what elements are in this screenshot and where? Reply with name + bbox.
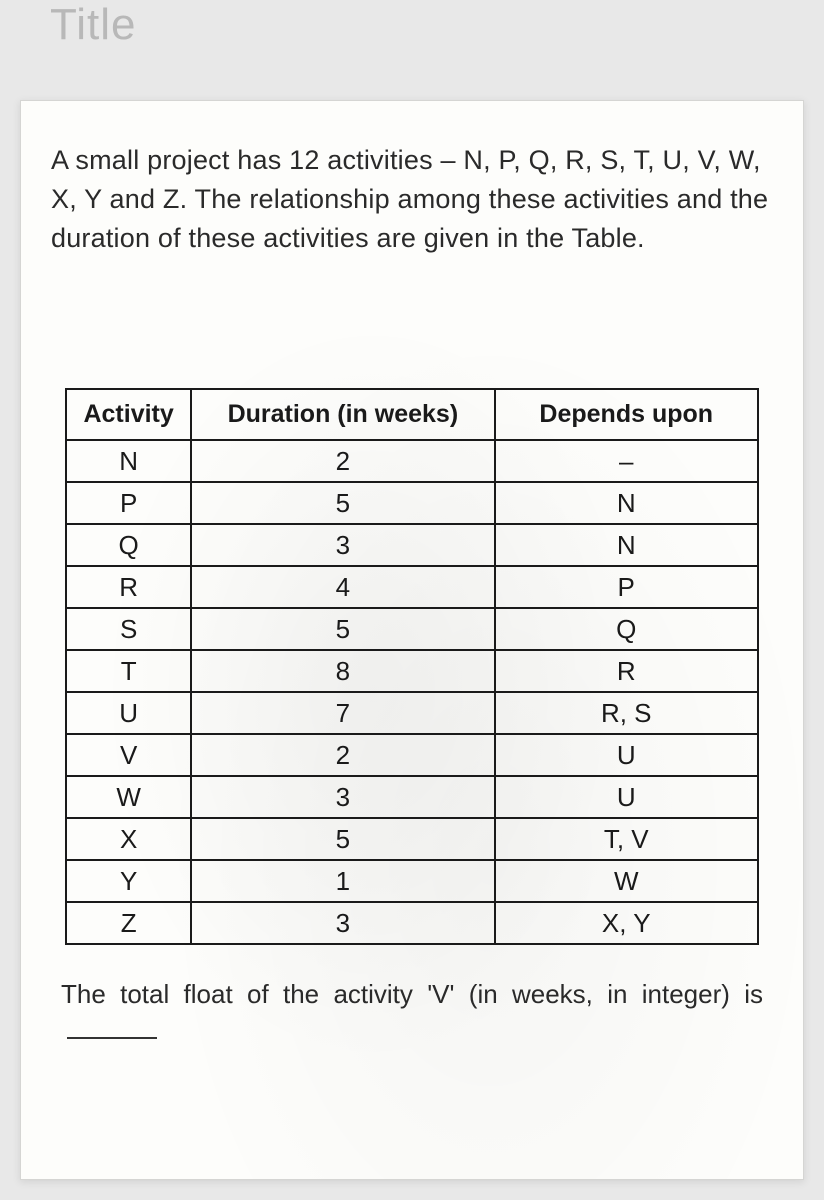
- cell-depends: U: [495, 734, 758, 776]
- cell-depends: P: [495, 566, 758, 608]
- cell-duration: 2: [191, 440, 495, 482]
- cell-activity: V: [66, 734, 190, 776]
- cell-duration: 2: [191, 734, 495, 776]
- question-text: The total float of the activity 'V' (in …: [51, 975, 773, 1053]
- answer-blank[interactable]: [67, 1037, 157, 1039]
- table-row: P 5 N: [66, 482, 757, 524]
- cell-depends: R, S: [495, 692, 758, 734]
- cell-activity: X: [66, 818, 190, 860]
- table-row: Q 3 N: [66, 524, 757, 566]
- col-header-depends: Depends upon: [495, 389, 758, 440]
- table-row: U 7 R, S: [66, 692, 757, 734]
- cell-activity: R: [66, 566, 190, 608]
- cell-activity: T: [66, 650, 190, 692]
- table-row: T 8 R: [66, 650, 757, 692]
- cell-duration: 5: [191, 482, 495, 524]
- cell-activity: Z: [66, 902, 190, 944]
- cell-activity: U: [66, 692, 190, 734]
- cell-depends: R: [495, 650, 758, 692]
- cell-depends: –: [495, 440, 758, 482]
- cell-depends: U: [495, 776, 758, 818]
- cell-depends: W: [495, 860, 758, 902]
- table-row: N 2 –: [66, 440, 757, 482]
- content-box: A small project has 12 activities – N, P…: [20, 100, 804, 1180]
- cell-activity: P: [66, 482, 190, 524]
- col-header-activity: Activity: [66, 389, 190, 440]
- table-row: W 3 U: [66, 776, 757, 818]
- table-row: Z 3 X, Y: [66, 902, 757, 944]
- cell-duration: 5: [191, 608, 495, 650]
- question-prefix: The total float of the activity 'V' (in …: [61, 979, 763, 1009]
- cell-depends: N: [495, 524, 758, 566]
- cell-activity: W: [66, 776, 190, 818]
- table-header-row: Activity Duration (in weeks) Depends upo…: [66, 389, 757, 440]
- cell-duration: 3: [191, 902, 495, 944]
- cell-depends: X, Y: [495, 902, 758, 944]
- cell-duration: 1: [191, 860, 495, 902]
- cell-depends: Q: [495, 608, 758, 650]
- cell-duration: 7: [191, 692, 495, 734]
- cell-activity: S: [66, 608, 190, 650]
- cell-activity: N: [66, 440, 190, 482]
- table-row: Y 1 W: [66, 860, 757, 902]
- cell-duration: 3: [191, 524, 495, 566]
- cell-depends: N: [495, 482, 758, 524]
- intro-paragraph: A small project has 12 activities – N, P…: [51, 141, 773, 258]
- page-title: Title: [50, 0, 137, 50]
- table-row: X 5 T, V: [66, 818, 757, 860]
- table-row: S 5 Q: [66, 608, 757, 650]
- cell-activity: Q: [66, 524, 190, 566]
- table-row: R 4 P: [66, 566, 757, 608]
- cell-duration: 8: [191, 650, 495, 692]
- table-row: V 2 U: [66, 734, 757, 776]
- cell-duration: 4: [191, 566, 495, 608]
- cell-activity: Y: [66, 860, 190, 902]
- cell-duration: 3: [191, 776, 495, 818]
- cell-depends: T, V: [495, 818, 758, 860]
- activity-table: Activity Duration (in weeks) Depends upo…: [65, 388, 758, 945]
- cell-duration: 5: [191, 818, 495, 860]
- col-header-duration: Duration (in weeks): [191, 389, 495, 440]
